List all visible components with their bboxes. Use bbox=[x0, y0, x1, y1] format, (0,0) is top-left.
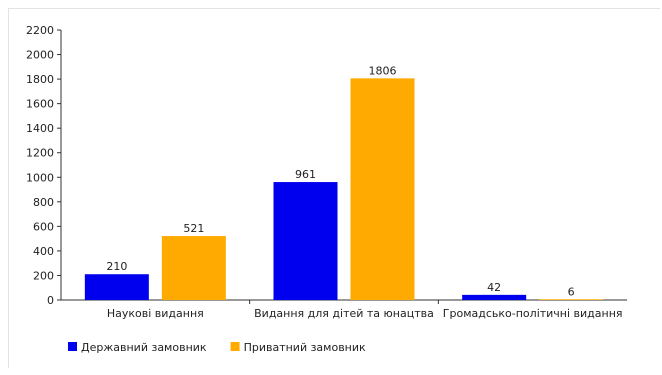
bar-state bbox=[84, 274, 149, 300]
bar-state bbox=[273, 182, 338, 300]
x-category-label: Наукові видання bbox=[107, 307, 204, 320]
y-tick-label: 1000 bbox=[26, 171, 54, 184]
bar-value-label: 210 bbox=[106, 260, 127, 273]
legend-label: Державний замовник bbox=[81, 341, 207, 354]
bar-value-label: 1806 bbox=[369, 64, 397, 77]
legend: Державний замовник Приватний замовник bbox=[68, 341, 366, 354]
chart-frame bbox=[8, 8, 660, 368]
value-labels: 210 521 961 1806 42 6 bbox=[106, 64, 574, 298]
legend-swatch bbox=[230, 342, 240, 351]
y-tick-label: 1800 bbox=[26, 73, 54, 86]
y-tick-label: 2200 bbox=[26, 24, 54, 37]
y-tick-label: 1600 bbox=[26, 98, 54, 111]
bar-value-label: 42 bbox=[487, 281, 501, 294]
bar-value-label: 6 bbox=[568, 285, 575, 298]
legend-swatch bbox=[68, 342, 77, 351]
y-tick-label: 400 bbox=[33, 245, 54, 258]
x-axis: Наукові видання Видання для дітей та юнац… bbox=[61, 299, 627, 320]
bar-value-label: 521 bbox=[183, 222, 204, 235]
y-tick-label: 800 bbox=[33, 196, 54, 209]
y-tick-label: 1200 bbox=[26, 147, 54, 160]
bars bbox=[84, 78, 604, 300]
x-category-label: Громадсько-політичні видання bbox=[443, 307, 623, 320]
y-axis: 0 200 400 600 800 1000 1200 1400 1600 1800 2000 220… bbox=[26, 24, 62, 307]
y-tick-label: 200 bbox=[33, 269, 54, 282]
x-category-label: Видання для дітей та юнацтва bbox=[254, 307, 434, 320]
bar-state bbox=[462, 294, 527, 300]
y-tick-label: 2000 bbox=[26, 49, 54, 62]
bar-private bbox=[539, 299, 604, 300]
y-tick-label: 1400 bbox=[26, 122, 54, 135]
bar-private bbox=[161, 236, 226, 300]
bar-private bbox=[350, 78, 415, 300]
y-tick-label: 600 bbox=[33, 220, 54, 233]
bar-value-label: 961 bbox=[295, 168, 316, 181]
y-tick-label: 0 bbox=[47, 294, 54, 307]
legend-label: Приватний замовник bbox=[244, 341, 366, 354]
